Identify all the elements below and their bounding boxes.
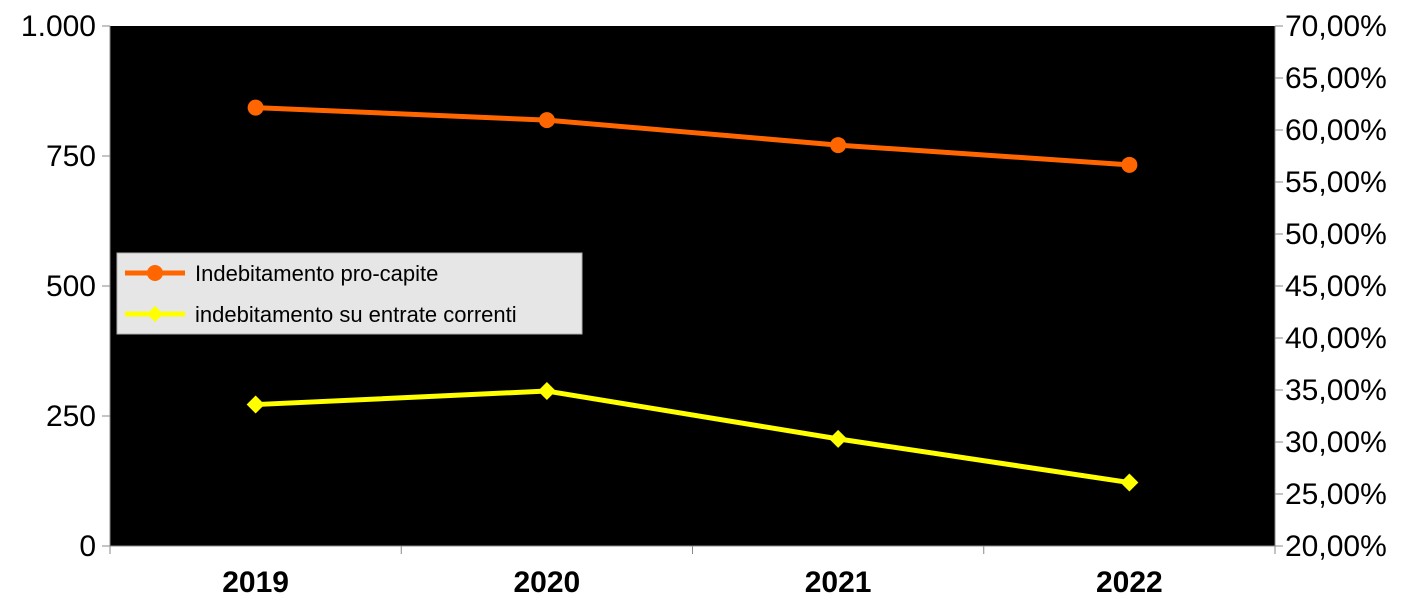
right-tick-label: 70,00%	[1285, 10, 1387, 43]
right-tick-label: 60,00%	[1285, 114, 1387, 147]
right-tick-label: 65,00%	[1285, 62, 1387, 95]
right-tick-label: 35,00%	[1285, 374, 1387, 407]
left-tick-label: 500	[46, 270, 96, 303]
data-point	[830, 137, 847, 154]
data-point	[829, 429, 848, 448]
legend: Indebitamento pro-capite indebitamento s…	[116, 252, 583, 335]
x-category-label: 2021	[805, 566, 872, 594]
left-tick-label: 0	[79, 530, 96, 563]
right-tick-label: 45,00%	[1285, 270, 1387, 303]
data-point	[538, 112, 555, 129]
right-tick-label: 30,00%	[1285, 426, 1387, 459]
legend-label-1: indebitamento su entrate correnti	[195, 302, 517, 327]
legend-label-0: Indebitamento pro-capite	[195, 261, 438, 286]
series-line-1	[255, 388, 1130, 486]
data-point	[1120, 473, 1139, 492]
series-layer	[246, 99, 1139, 492]
data-point	[247, 99, 264, 116]
left-tick-label: 250	[46, 400, 96, 433]
x-category-label: 2022	[1096, 566, 1163, 594]
right-tick-label: 20,00%	[1285, 530, 1387, 563]
left-axis: 0 250 500 750 1.000	[21, 10, 111, 563]
data-point	[537, 382, 556, 401]
right-axis: 20,00% 25,00% 30,00% 35,00% 40,00% 45,00% 50,0…	[1274, 10, 1387, 563]
x-axis: 2019 2020 2021 2022	[109, 545, 1276, 594]
left-tick-label: 1.000	[21, 10, 96, 43]
right-tick-label: 50,00%	[1285, 218, 1387, 251]
left-tick-label: 750	[46, 140, 96, 173]
series-line-0	[255, 105, 1130, 168]
legend-swatch-marker-1	[147, 306, 163, 322]
data-point	[246, 395, 265, 414]
data-point	[1121, 156, 1138, 173]
x-category-label: 2020	[514, 566, 581, 594]
right-tick-label: 55,00%	[1285, 166, 1387, 199]
legend-swatch-marker-0	[147, 265, 163, 281]
x-category-label: 2019	[222, 566, 289, 594]
right-tick-label: 40,00%	[1285, 322, 1387, 355]
right-tick-label: 25,00%	[1285, 478, 1387, 511]
legend-box	[116, 252, 583, 335]
